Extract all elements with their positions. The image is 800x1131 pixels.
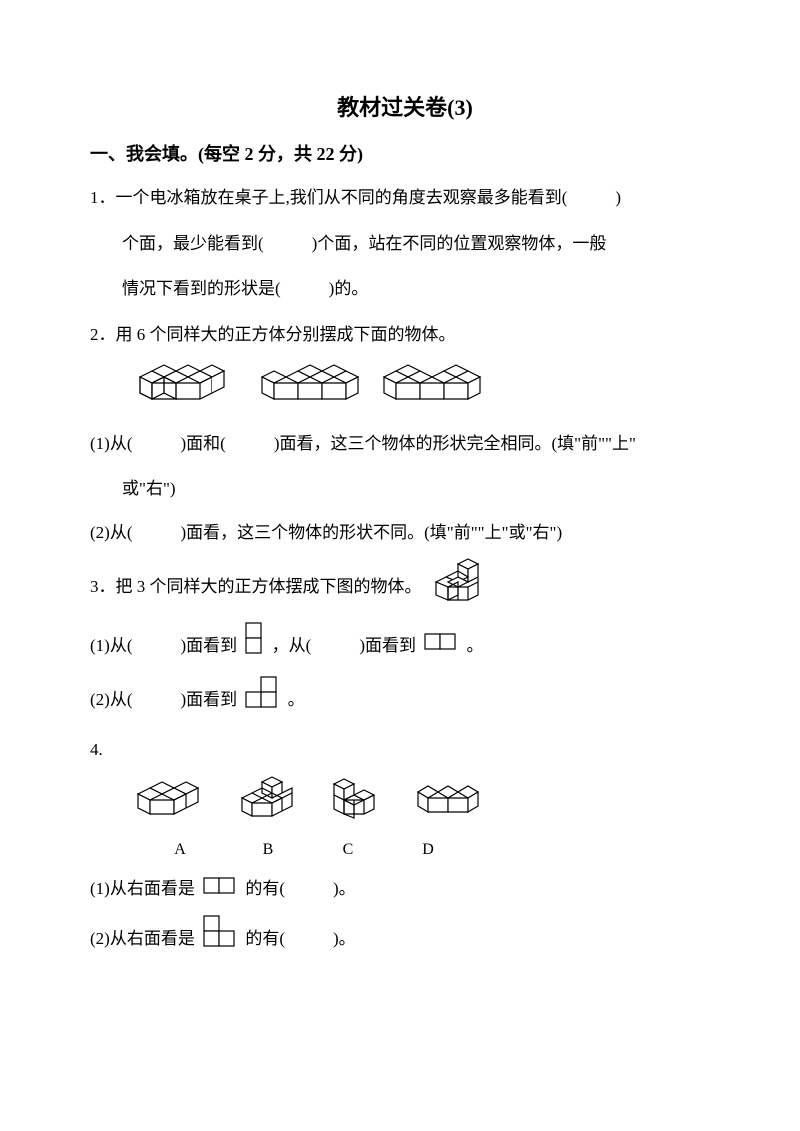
- q2-sub1: (1)从( )面和( )面看，这三个物体的形状完全相同。(填"前""上": [90, 424, 720, 465]
- square-L-icon: [245, 676, 279, 726]
- cube-figure-3: [378, 363, 498, 412]
- q3-sub1: (1)从( )面看到 ，从( )面看到 。: [90, 622, 720, 672]
- text: (1)从(: [90, 636, 132, 655]
- text: )。: [333, 929, 356, 948]
- question-4: 4.: [90, 730, 720, 771]
- text: (2)从(: [90, 690, 132, 709]
- text: (1)从右面看是: [90, 879, 195, 898]
- text: )面看到: [180, 690, 237, 709]
- cube-figure-2: [246, 363, 366, 412]
- q1-text: 1．一个电冰箱放在桌子上,我们从不同的角度去观察最多能看到(: [90, 188, 567, 207]
- question-1-line3: 情况下看到的形状是( )的。: [90, 271, 720, 307]
- text: 的有(: [245, 929, 285, 948]
- question-1-line2: 个面，最少能看到( )个面，站在不同的位置观察物体，一般: [90, 226, 720, 262]
- text: )面看到: [180, 636, 237, 655]
- q1-text: )的。: [329, 279, 369, 298]
- q2-sub1-cont: 或"右"): [90, 469, 720, 510]
- text: 。: [288, 690, 305, 709]
- q4-sub1: (1)从右面看是 的有( )。: [90, 869, 720, 910]
- section-header: 一、我会填。(每空 2 分，共 22 分): [90, 140, 720, 166]
- text: (2)从右面看是: [90, 929, 195, 948]
- square-2h-icon: [203, 870, 237, 911]
- question-2: 2．用 6 个同样大的正方体分别摆成下面的物体。: [90, 317, 720, 353]
- q1-text: 个面，最少能看到(: [122, 234, 264, 253]
- page-title: 教材过关卷(3): [90, 90, 720, 122]
- cube-figure-1: [134, 363, 234, 412]
- q4-figures: [90, 776, 720, 829]
- q4-sub2: (2)从右面看是 的有( )。: [90, 915, 720, 965]
- text: )面看，这三个物体的形状完全相同。(填"前""上": [274, 434, 636, 453]
- text: 。: [467, 636, 484, 655]
- cube-figure-A: [134, 780, 208, 825]
- text: )。: [333, 879, 356, 898]
- q2-sub2: (2)从( )面看，这三个物体的形状不同。(填"前""上"或"右"): [90, 513, 720, 554]
- text: )面看，这三个物体的形状不同。(填"前""上"或"右"): [180, 523, 562, 542]
- text: 的有(: [245, 879, 285, 898]
- q4-labels: A B C D: [90, 841, 720, 859]
- text: 3．把 3 个同样大的正方体摆成下图的物体。: [90, 577, 422, 596]
- text: ，从(: [272, 636, 312, 655]
- q1-text: 情况下看到的形状是(: [122, 279, 281, 298]
- q1-text: )个面，站在不同的位置观察物体，一般: [312, 234, 607, 253]
- square-horizontal-icon: [424, 626, 458, 667]
- square-vertical-icon: [245, 622, 263, 672]
- cube-figure-D: [410, 782, 488, 823]
- cube-3d-icon: [430, 558, 484, 618]
- text: )面看到: [359, 636, 416, 655]
- cube-figure-B: [234, 776, 300, 829]
- text: (1)从(: [90, 434, 132, 453]
- cube-figure-C: [326, 776, 384, 829]
- question-3: 3．把 3 个同样大的正方体摆成下图的物体。: [90, 558, 720, 618]
- text: )面和(: [180, 434, 225, 453]
- square-L2-icon: [203, 915, 237, 965]
- q1-text: ): [615, 188, 621, 207]
- text: (2)从(: [90, 523, 132, 542]
- q2-figures: [90, 363, 720, 412]
- question-1: 1．一个电冰箱放在桌子上,我们从不同的角度去观察最多能看到(): [90, 180, 720, 216]
- q3-sub2: (2)从( )面看到 。: [90, 676, 720, 726]
